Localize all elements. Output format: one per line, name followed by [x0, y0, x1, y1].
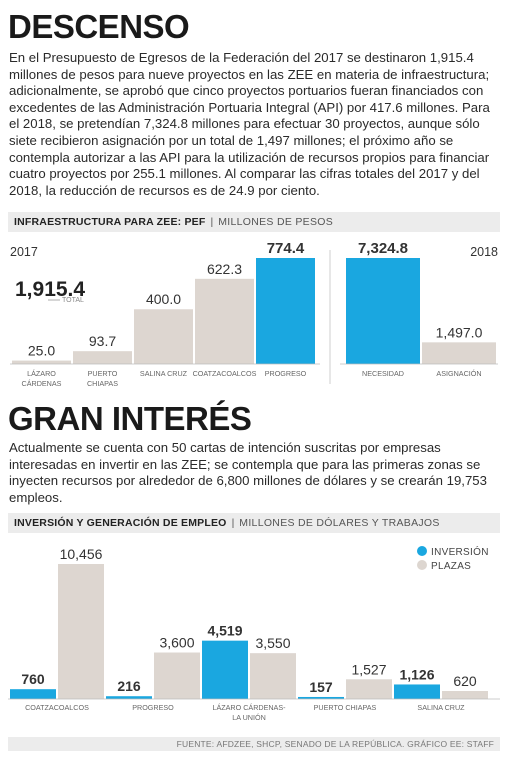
category-label: ASIGNACIÓN [436, 369, 481, 378]
band-separator: | [231, 517, 235, 529]
section2-title: GRAN INTERÉS [8, 400, 252, 437]
category-label: LA UNIÓN [232, 713, 266, 722]
bar-inversion [202, 640, 248, 699]
band-separator: | [210, 216, 214, 228]
bar-inversion [298, 696, 344, 699]
category-label: PROGRESO [132, 703, 174, 712]
section2-band: INVERSIÓN Y GENERACIÓN DE EMPLEO | MILLONE… [8, 513, 500, 533]
bar-value-label: 4,519 [207, 623, 242, 639]
bar-inversion [106, 696, 152, 699]
section2-paragraph: Actualmente se cuenta con 50 cartas de i… [9, 440, 487, 505]
section2-band-title: INVERSIÓN Y GENERACIÓN DE EMPLEO [14, 517, 227, 529]
section2-band-unit: MILLONES DE DÓLARES Y TRABAJOS [239, 517, 440, 529]
category-label: LÁZARO [27, 369, 56, 378]
legend-swatch [417, 546, 427, 556]
bar-inversion [10, 689, 56, 699]
bar-value-label: 1,497.0 [436, 324, 483, 340]
bar-value-label: 774.4 [267, 240, 305, 257]
category-label: CÁRDENAS [22, 379, 62, 388]
category-label: LÁZARO CÁRDENAS- [212, 703, 286, 712]
panel-label-2018: 2018 [470, 245, 498, 259]
bar-2018 [346, 258, 420, 364]
bar-value-label: 93.7 [89, 333, 116, 349]
section1-paragraph: En el Presupuesto de Egresos de la Feder… [9, 50, 490, 198]
bar-value-label: 216 [117, 678, 141, 694]
category-label: PUERTO [88, 369, 118, 378]
bar-value-label: 7,324.8 [358, 240, 408, 257]
bar-value-label: 622.3 [207, 261, 242, 277]
section1-band-title: INFRAESTRUCTURA PARA ZEE: PEF [14, 216, 206, 228]
total-value: 1,915.4 [15, 278, 85, 301]
category-label: SALINA CRUZ [417, 703, 465, 712]
bar-plazas [442, 690, 488, 699]
category-label: NECESIDAD [362, 369, 404, 378]
category-label: CHIAPAS [87, 379, 118, 388]
bar-value-label: 400.0 [146, 291, 181, 307]
total-label: TOTAL [62, 297, 84, 304]
bar-value-label: 10,456 [60, 546, 103, 562]
bar-2017 [195, 278, 254, 364]
bar-value-label: 1,527 [351, 661, 386, 677]
bar-plazas [58, 564, 104, 699]
bar-value-label: 1,126 [399, 666, 434, 682]
section1-band-unit: MILLONES DE PESOS [218, 216, 334, 228]
category-label: COATZACOALCOS [193, 369, 257, 378]
bar-value-label: 3,550 [255, 635, 290, 651]
bar-2017 [134, 309, 193, 364]
legend-label: PLAZAS [431, 561, 471, 572]
source-note: FUENTE: AFDZEE, SHCP, SENADO DE LA REPÚB… [8, 737, 500, 751]
category-label: COATZACOALCOS [25, 703, 89, 712]
section1-band: INFRAESTRUCTURA PARA ZEE: PEF | MILLONES D… [8, 212, 500, 232]
panel-label-2017: 2017 [10, 245, 38, 259]
bar-value-label: 157 [309, 679, 333, 695]
bar-plazas [154, 652, 200, 699]
category-label: PROGRESO [265, 369, 307, 378]
bar-2017 [256, 258, 315, 364]
legend-label: INVERSIÓN [431, 545, 489, 558]
bar-inversion [394, 684, 440, 699]
bar-2017 [12, 360, 71, 364]
bar-2018 [422, 342, 496, 364]
category-label: SALINA CRUZ [140, 369, 188, 378]
bar-value-label: 620 [453, 673, 477, 689]
legend-swatch [417, 560, 427, 570]
bar-value-label: 3,600 [159, 635, 194, 651]
section1-title: DESCENSO [8, 8, 190, 45]
bar-value-label: 760 [21, 671, 45, 687]
bar-plazas [250, 653, 296, 699]
bar-value-label: 25.0 [28, 343, 55, 359]
bar-plazas [346, 679, 392, 699]
category-label: PUERTO CHIAPAS [314, 703, 377, 712]
chart-inversion-empleo: INVERSIÓN PLAZAS 760 10,456 COATZACOALCOS 216… [8, 545, 500, 722]
bar-2017 [73, 351, 132, 364]
